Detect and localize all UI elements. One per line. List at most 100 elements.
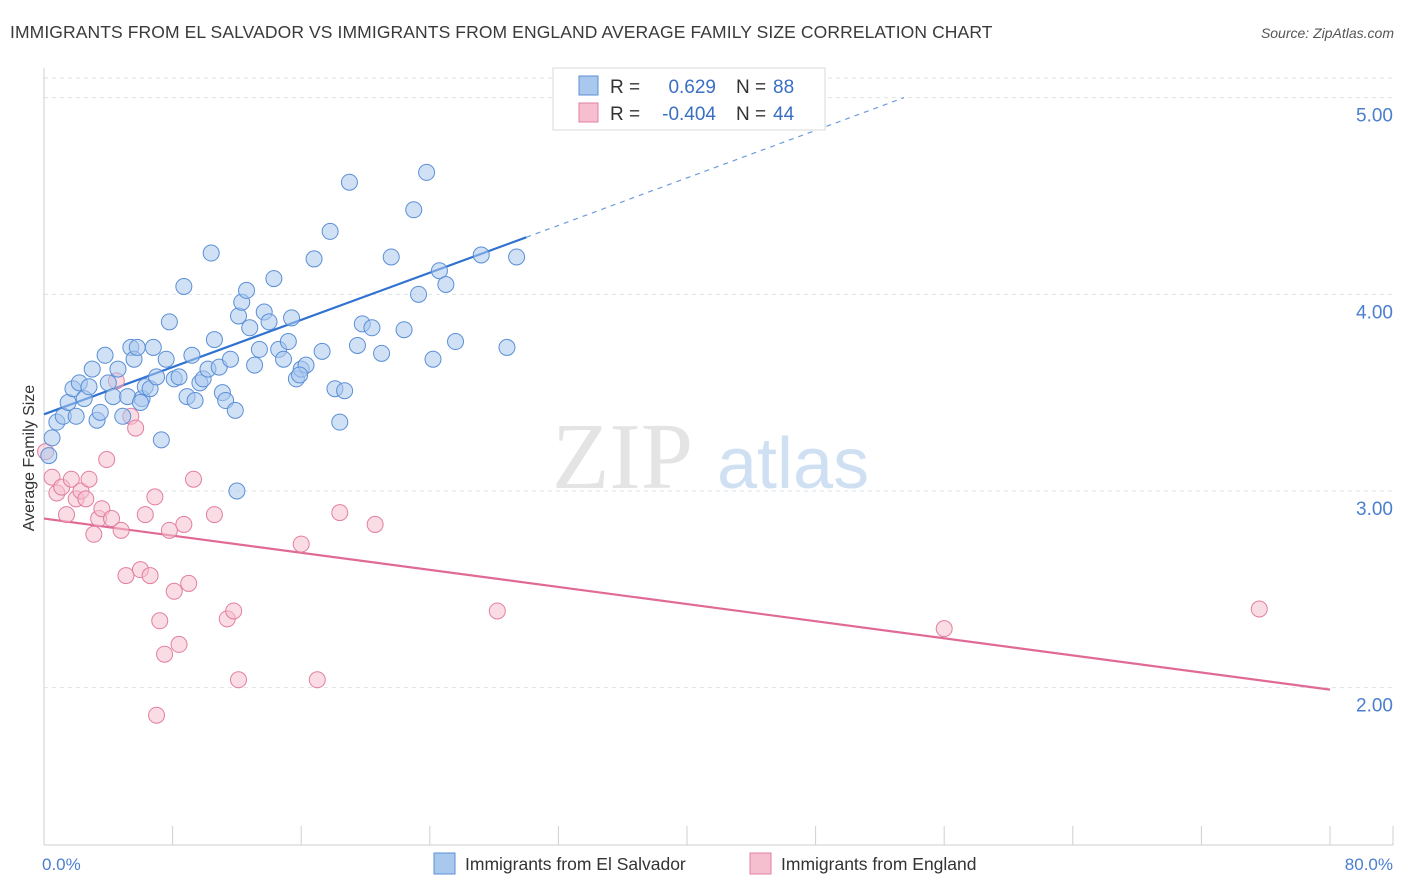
el-salvador-point	[104, 388, 122, 406]
series-legend: Immigrants from El Salvador Immigrants f…	[433, 852, 977, 875]
england-points	[37, 372, 1268, 724]
england-point	[230, 671, 248, 689]
england-point	[77, 490, 95, 508]
watermark-zip: ZIP	[552, 405, 693, 509]
el-salvador-point	[250, 340, 268, 358]
el-salvador-point	[148, 368, 166, 386]
el-salvador-point	[348, 336, 366, 354]
el-salvador-trend-extension	[526, 97, 905, 238]
england-point	[85, 525, 103, 543]
el-salvador-point	[83, 360, 101, 378]
el-salvador-point	[175, 277, 193, 295]
el-salvador-point	[279, 333, 297, 351]
y-tick-label: 2.00	[1356, 696, 1393, 717]
england-point	[62, 470, 80, 488]
el-salvador-point	[447, 333, 465, 351]
x-tick-label: 0.0%	[42, 855, 81, 874]
england-point	[165, 582, 183, 600]
el-salvador-point	[275, 350, 293, 368]
england-point	[103, 510, 121, 528]
legend-r-value-2: -0.404	[662, 104, 716, 125]
england-point	[1250, 600, 1268, 618]
el-salvador-point	[241, 319, 259, 337]
england-point	[136, 506, 154, 524]
legend-n-value-1: 88	[773, 77, 794, 98]
el-salvador-point	[508, 248, 526, 266]
legend-r-label-1: R =	[610, 77, 640, 98]
el-salvador-point	[238, 281, 256, 299]
england-point	[141, 567, 159, 585]
trend-lines	[43, 97, 1331, 691]
legend-n-label-2: N =	[736, 104, 766, 125]
england-point	[366, 515, 384, 533]
series-legend-swatch-blue	[433, 852, 456, 875]
series-legend-label-blue: Immigrants from El Salvador	[465, 854, 686, 874]
el-salvador-point	[160, 313, 178, 331]
england-point	[180, 574, 198, 592]
el-salvador-point	[405, 201, 423, 219]
x-tick-label: 80.0%	[1345, 855, 1393, 874]
el-salvador-point	[363, 319, 381, 337]
england-point	[148, 706, 166, 724]
england-point	[184, 470, 202, 488]
el-salvador-point	[109, 360, 127, 378]
series-legend-swatch-pink	[749, 852, 772, 875]
el-salvador-point	[283, 309, 301, 327]
el-salvador-point	[373, 344, 391, 362]
el-salvador-point	[152, 431, 170, 449]
legend-r-label-2: R =	[610, 104, 640, 125]
el-salvador-point	[205, 331, 223, 349]
el-salvador-point	[321, 222, 339, 240]
y-axis-label: Average Family Size	[21, 385, 38, 532]
el-salvador-point	[331, 413, 349, 431]
source-label: Source: ZipAtlas.com	[1260, 25, 1394, 41]
gridlines	[44, 77, 1393, 689]
el-salvador-point	[424, 350, 442, 368]
legend-r-value-1: 0.629	[668, 77, 716, 98]
legend-swatch-pink	[578, 102, 599, 123]
el-salvador-point	[128, 338, 146, 356]
england-point	[80, 470, 98, 488]
el-salvador-point	[246, 356, 264, 374]
england-point	[117, 567, 135, 585]
legend-swatch-blue	[578, 75, 599, 96]
x-tick-labels: 0.0% 80.0%	[42, 855, 1393, 874]
el-salvador-point	[221, 350, 239, 368]
el-salvador-point	[114, 407, 132, 425]
england-point	[156, 645, 174, 663]
el-salvador-point	[430, 262, 448, 280]
el-salvador-point	[498, 338, 516, 356]
england-point	[98, 451, 116, 469]
legend-n-value-2: 44	[773, 104, 795, 125]
england-point	[127, 419, 145, 437]
el-salvador-point	[437, 276, 455, 293]
el-salvador-point	[265, 270, 283, 288]
england-point	[488, 602, 506, 620]
england-point	[160, 521, 178, 539]
el-salvador-point	[202, 244, 220, 262]
el-salvador-points	[40, 163, 526, 500]
el-salvador-point	[67, 407, 85, 425]
el-salvador-point	[382, 248, 400, 266]
el-salvador-point	[96, 346, 114, 364]
england-point	[292, 535, 310, 553]
el-salvador-point	[336, 382, 354, 400]
el-salvador-point	[260, 313, 278, 331]
england-point	[308, 671, 326, 689]
england-point	[170, 635, 188, 653]
y-tick-labels: 2.00 3.00 4.00 5.00	[1356, 106, 1393, 717]
legend-n-label-1: N =	[736, 77, 766, 98]
correlation-legend: R = 0.629 N = 88 R = -0.404 N = 44	[552, 67, 826, 131]
el-salvador-point	[170, 368, 188, 386]
england-point	[175, 515, 193, 533]
el-salvador-point	[313, 342, 331, 360]
england-point	[112, 521, 130, 539]
england-point	[935, 620, 953, 638]
england-trend-line	[43, 517, 1331, 691]
el-salvador-point	[395, 321, 413, 339]
watermark-atlas: atlas	[717, 424, 869, 504]
england-point	[146, 488, 164, 506]
el-salvador-point	[40, 447, 58, 465]
chart-title: IMMIGRANTS FROM EL SALVADOR VS IMMIGRANT…	[10, 22, 993, 42]
